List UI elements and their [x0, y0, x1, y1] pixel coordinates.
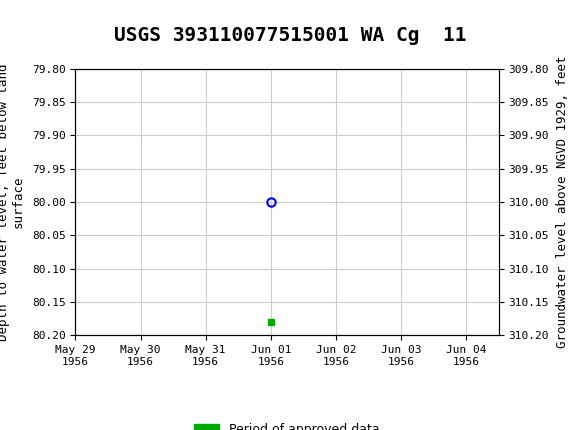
Y-axis label: Depth to water level, feet below land
surface: Depth to water level, feet below land su… — [0, 63, 25, 341]
Y-axis label: Groundwater level above NGVD 1929, feet: Groundwater level above NGVD 1929, feet — [556, 56, 569, 348]
Text: ▒USGS: ▒USGS — [12, 10, 78, 35]
Legend: Period of approved data: Period of approved data — [189, 418, 385, 430]
Text: USGS 393110077515001 WA Cg  11: USGS 393110077515001 WA Cg 11 — [114, 26, 466, 45]
